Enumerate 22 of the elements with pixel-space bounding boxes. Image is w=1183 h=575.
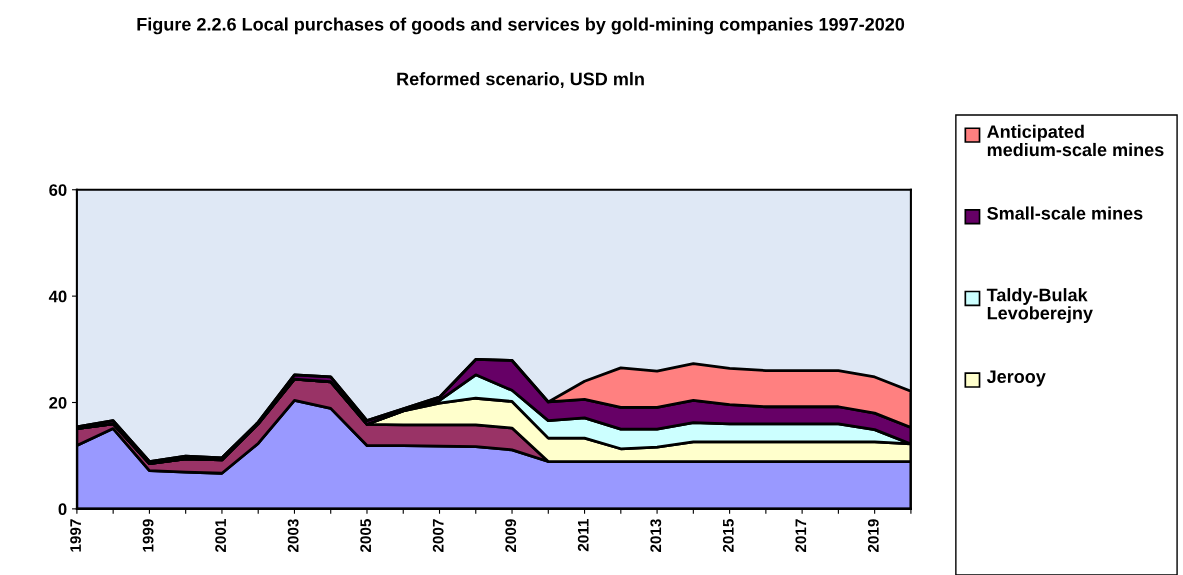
x-tick-label: 2017 — [795, 519, 807, 553]
x-tick-label: 2007 — [432, 519, 444, 553]
legend-label: Anticipated medium-scale mines — [987, 124, 1164, 157]
chart-subtitle: Reformed scenario, USD mln — [397, 72, 644, 88]
x-tick-label: 2015 — [722, 519, 734, 553]
x-tick-label: 1999 — [142, 519, 154, 552]
legend-label: Jerooy — [986, 370, 1046, 387]
x-tick-label: 2001 — [215, 519, 227, 553]
chart-title: Figure 2.2.6 Local purchases of goods and services by gold-mining companies 1997-2020 — [137, 17, 905, 35]
x-tick-label: 2011 — [577, 519, 589, 552]
x-tick-label: 2019 — [867, 519, 879, 553]
x-tick-label: 2013 — [650, 519, 662, 553]
x-tick-label: 2005 — [360, 519, 372, 553]
y-tick-label: 60 — [49, 184, 67, 196]
legend-label: Taldy-Bulak Levoberejny — [986, 288, 1093, 324]
x-tick-label: 1997 — [70, 519, 81, 552]
x-tick-label: 2009 — [505, 519, 517, 553]
legend-label: Small-scale mines — [987, 206, 1143, 220]
y-tick-label: 0 — [58, 503, 67, 516]
y-tick-label: 20 — [49, 396, 67, 409]
y-tick-label: 40 — [48, 290, 67, 303]
x-tick-label: 2003 — [287, 519, 299, 553]
